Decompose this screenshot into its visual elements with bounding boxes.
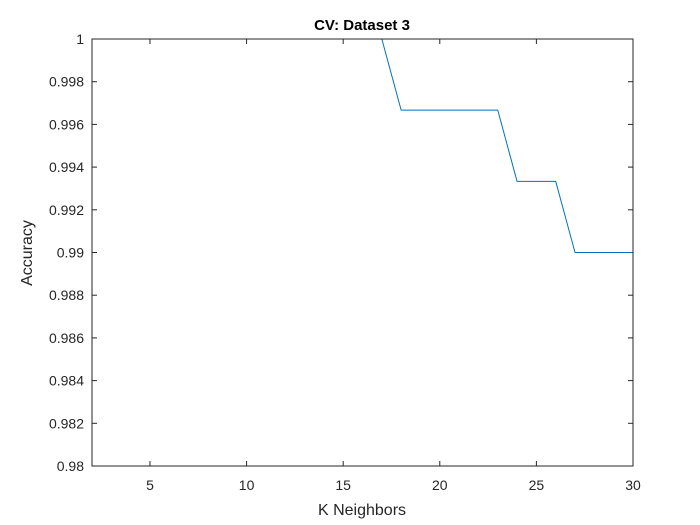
y-axis-label: Accuracy <box>19 220 36 286</box>
x-tick-label: 5 <box>146 477 154 493</box>
y-tick-label: 0.984 <box>49 373 84 389</box>
x-tick-label: 10 <box>239 477 255 493</box>
chart-title: CV: Dataset 3 <box>314 17 410 34</box>
y-tick-label: 0.99 <box>57 245 84 261</box>
x-tick-label: 20 <box>432 477 448 493</box>
y-tick-label: 0.994 <box>49 159 84 175</box>
plot-frame <box>91 38 634 467</box>
y-tick-label: 0.992 <box>49 202 84 218</box>
y-tick-label: 0.988 <box>49 287 84 303</box>
plot-area <box>92 38 633 253</box>
x-tick-label: 30 <box>625 477 641 493</box>
y-axis-ticks: 0.98 0.982 0.984 0.986 0.988 0.99 0.992 0.994 0.… <box>49 31 633 474</box>
y-tick-label: 0.998 <box>49 74 84 90</box>
x-axis-label: K Neighbors <box>318 502 406 519</box>
x-tick-label: 25 <box>529 477 545 493</box>
series-line-0 <box>92 38 633 253</box>
x-axis-ticks: 5 10 15 20 25 30 <box>146 39 641 493</box>
y-tick-label: 0.982 <box>49 415 84 431</box>
y-tick-label: 1 <box>76 31 84 47</box>
y-tick-label: 0.996 <box>49 116 84 132</box>
y-tick-label: 0.986 <box>49 330 84 346</box>
y-tick-label: 0.98 <box>57 458 84 474</box>
x-tick-label: 15 <box>335 477 351 493</box>
